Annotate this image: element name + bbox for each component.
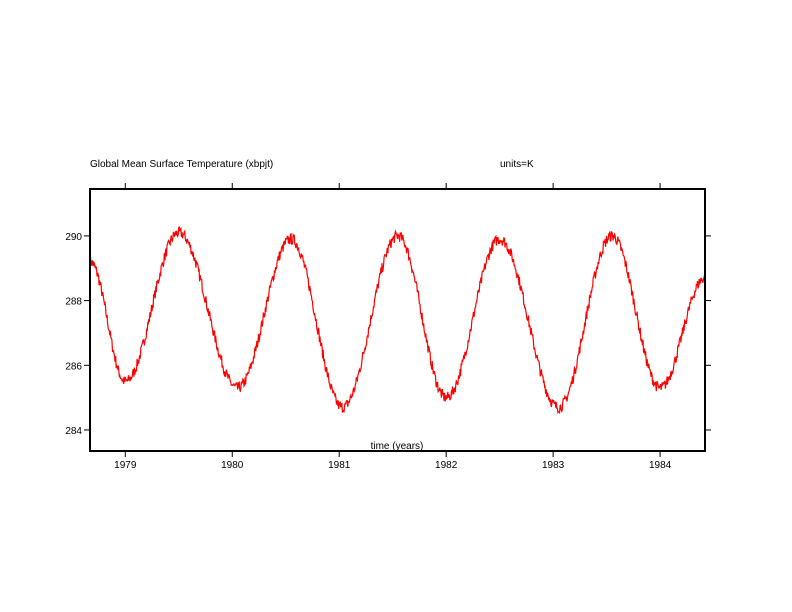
y-tick-label: 286: [65, 361, 82, 372]
plot-frame: [89, 188, 706, 452]
chart-title: Global Mean Surface Temperature (xbpjt): [90, 159, 273, 170]
units-label: units=K: [500, 159, 534, 170]
y-tick-label: 284: [65, 426, 82, 437]
x-tick-label: 1980: [221, 460, 244, 471]
x-tick-label: 1984: [649, 460, 672, 471]
data-series-line: [89, 226, 706, 415]
x-tick-label: 1979: [114, 460, 137, 471]
x-tick-label: 1983: [542, 460, 565, 471]
x-tick-label: 1982: [435, 460, 458, 471]
y-tick-label: 288: [65, 297, 82, 308]
y-tick-label: 290: [65, 232, 82, 243]
x-axis-label: time (years): [371, 441, 424, 452]
x-tick-label: 1981: [328, 460, 351, 471]
